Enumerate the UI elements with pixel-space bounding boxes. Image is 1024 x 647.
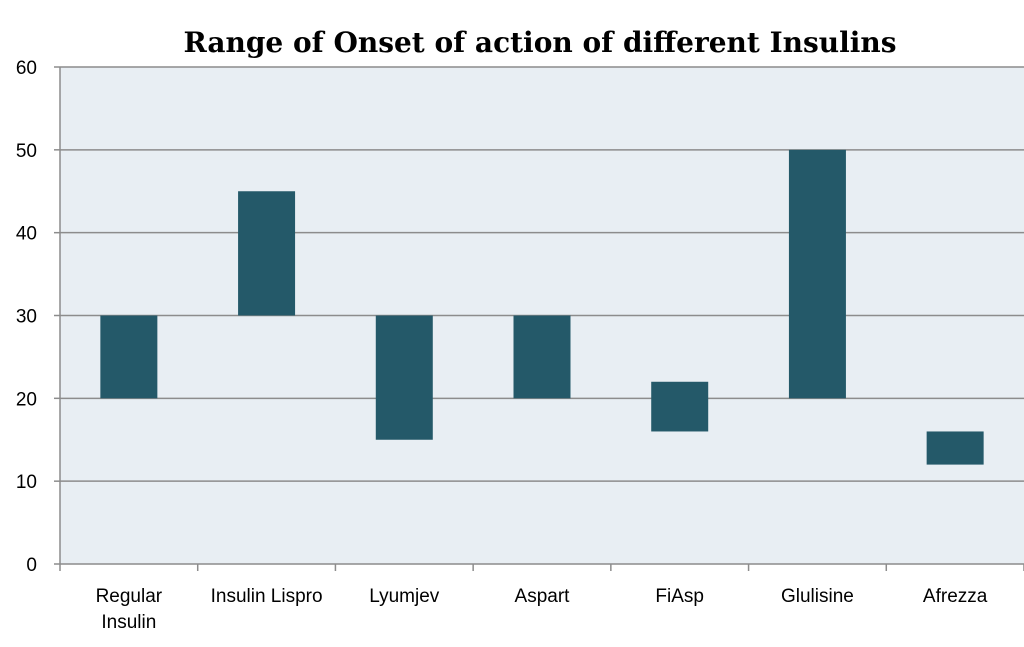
x-tick-label: Insulin Lispro	[211, 586, 323, 607]
x-tick-label: FiAsp	[655, 586, 704, 607]
range-bar	[100, 315, 158, 399]
gridlines	[54, 66, 1024, 565]
range-bar	[513, 315, 571, 399]
range-bar	[926, 431, 984, 465]
y-tick-label: 30	[16, 307, 37, 328]
y-axis-ticks: 0 10 20 30 40 50 60	[16, 58, 37, 576]
y-tick-label: 20	[16, 389, 37, 410]
range-bar	[651, 381, 709, 432]
x-tick-label: Regular	[96, 586, 163, 607]
x-tick-label: Aspart	[515, 586, 571, 607]
x-tick-label: Afrezza	[923, 586, 988, 607]
x-axis-ticks: Regular Insulin Insulin Lispro Lyumjev Aspar…	[59, 564, 1024, 633]
y-tick-label: 60	[16, 58, 37, 79]
range-bar	[375, 315, 433, 440]
y-tick-label: 10	[16, 472, 37, 493]
chart-title: Range of Onset of action of different In…	[183, 26, 896, 59]
x-tick-label: Insulin	[101, 612, 156, 633]
y-tick-label: 40	[16, 224, 37, 245]
x-tick-label: Lyumjev	[369, 586, 440, 607]
range-bar	[238, 191, 296, 316]
y-tick-label: 0	[26, 555, 37, 576]
bars	[100, 149, 984, 465]
range-bar	[788, 149, 846, 399]
y-tick-label: 50	[16, 141, 37, 162]
x-tick-label: Glulisine	[781, 586, 854, 607]
